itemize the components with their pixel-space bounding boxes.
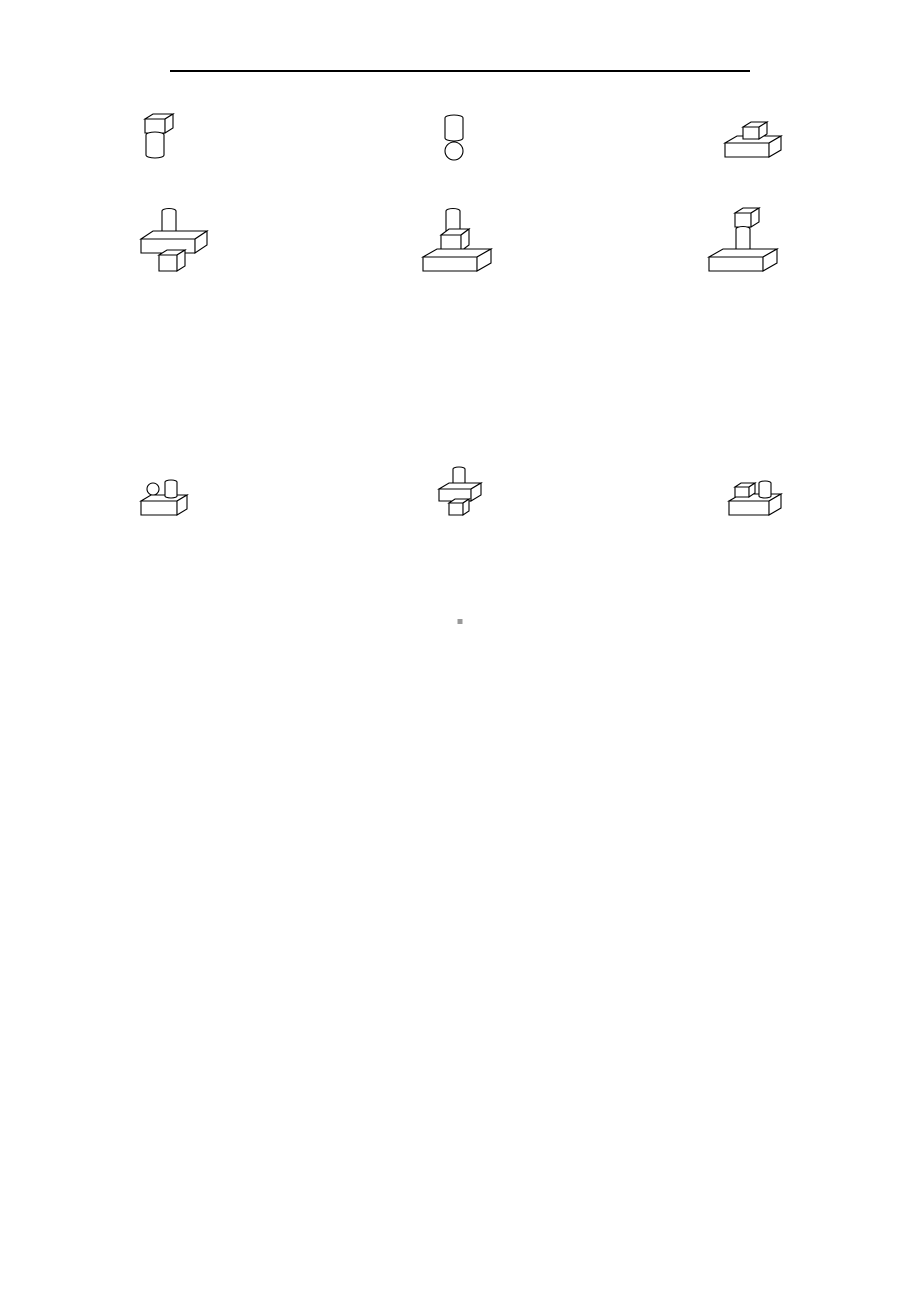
q8-option-3 — [723, 475, 785, 519]
question-7 — [115, 379, 805, 437]
shape-stack-b-icon — [417, 205, 501, 277]
worksheet-page — [0, 0, 920, 601]
q5-option-3 — [701, 205, 785, 277]
shape-cuboid-on-cylinder-icon — [137, 111, 187, 161]
q5-option-1 — [135, 205, 215, 277]
q5-option-2 — [415, 205, 501, 277]
q4-option-1 — [135, 111, 187, 161]
question-6 — [115, 299, 805, 357]
clock-icon — [115, 299, 173, 357]
shape-stack-a-icon — [137, 205, 215, 277]
question-8-options — [115, 459, 805, 541]
shape-stack-c-icon — [703, 205, 785, 277]
question-4-options — [115, 107, 805, 183]
shape-assembly-b-icon — [433, 463, 485, 519]
question-5-options — [115, 201, 805, 299]
q8-option-2 — [431, 463, 485, 519]
shape-cylinder-on-sphere-icon — [434, 111, 474, 161]
shape-assembly-a-icon — [137, 475, 193, 519]
q8-option-1 — [135, 475, 193, 519]
q4-option-2 — [432, 111, 474, 161]
q4-option-3 — [719, 119, 785, 161]
page-center-marker — [458, 619, 463, 624]
header-rule — [170, 70, 750, 72]
clock-icon — [115, 379, 173, 437]
shape-cube-on-slab-icon — [721, 119, 785, 161]
shape-assembly-c-icon — [725, 475, 785, 519]
